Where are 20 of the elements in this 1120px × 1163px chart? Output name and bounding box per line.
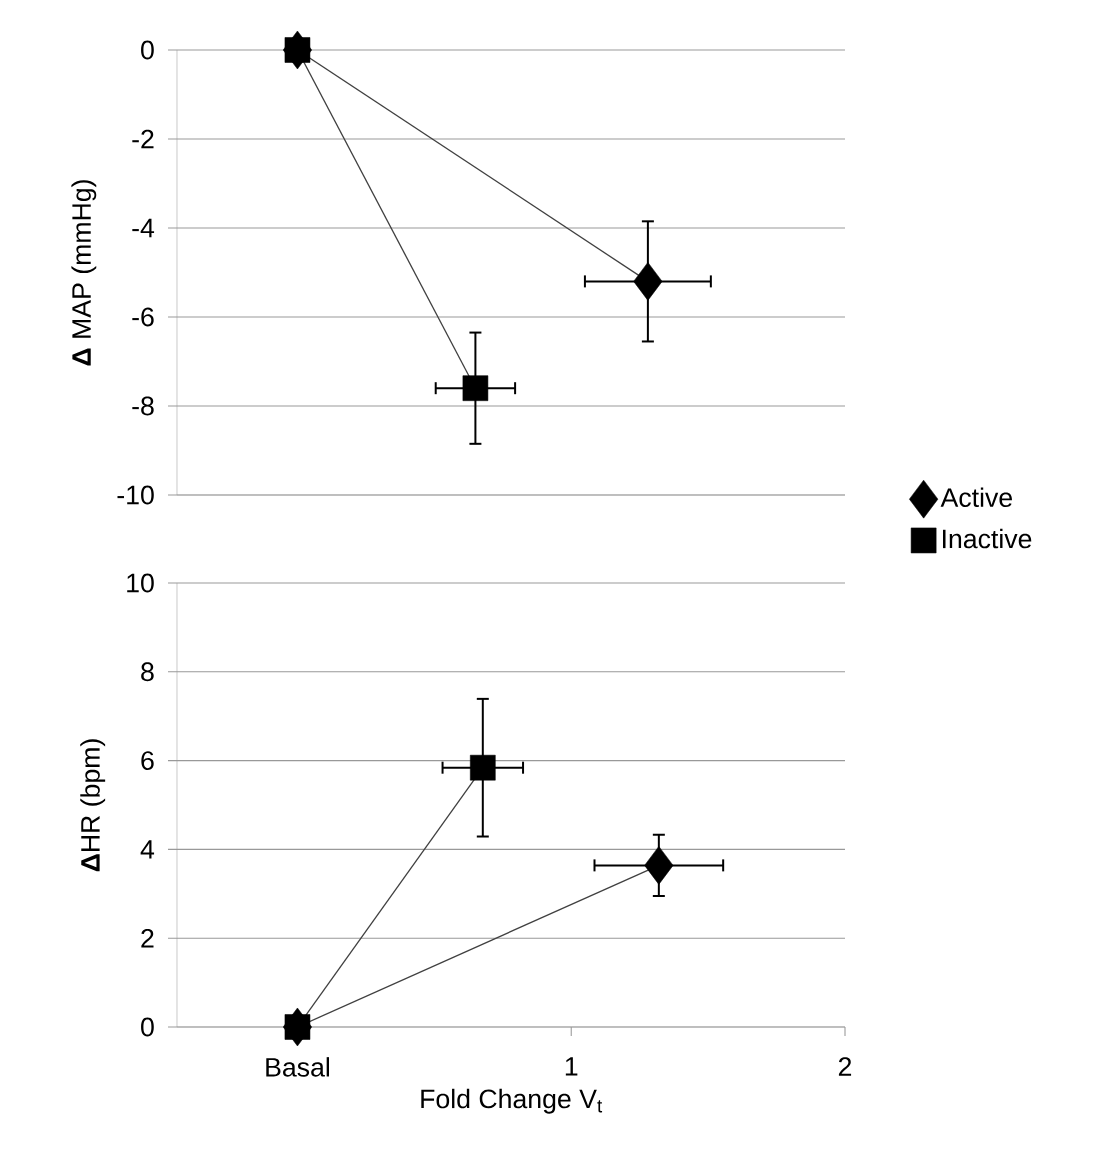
y-tick-label: -10 <box>117 485 154 505</box>
y-tick-label: 0 <box>141 40 154 60</box>
y-tick-label: -8 <box>132 396 154 416</box>
x-tick-label: 1 <box>565 1057 578 1076</box>
y-tick-label: 6 <box>141 751 154 771</box>
y-tick-label: 2 <box>141 928 154 948</box>
y-tick-label: -2 <box>132 129 154 149</box>
y-tick-label: -6 <box>132 307 154 327</box>
y-tick-label: -4 <box>132 218 155 238</box>
y-tick-label: 0 <box>141 1017 154 1037</box>
y-axis-title: ΔHR (bpm) <box>80 739 106 872</box>
x-tick-label: Basal <box>266 1057 330 1077</box>
legend-label: Active <box>940 487 1012 508</box>
y-tick-label: 8 <box>141 662 154 682</box>
x-tick-label: 2 <box>838 1057 852 1076</box>
y-tick-label: 10 <box>127 573 154 593</box>
y-axis-title: Δ MAP (mmHg) <box>71 180 97 366</box>
legend-label: Inactive <box>943 528 1032 549</box>
y-tick-label: 4 <box>140 840 155 859</box>
x-axis-title: Fold Change V$_{t}$ <box>421 1088 603 1114</box>
